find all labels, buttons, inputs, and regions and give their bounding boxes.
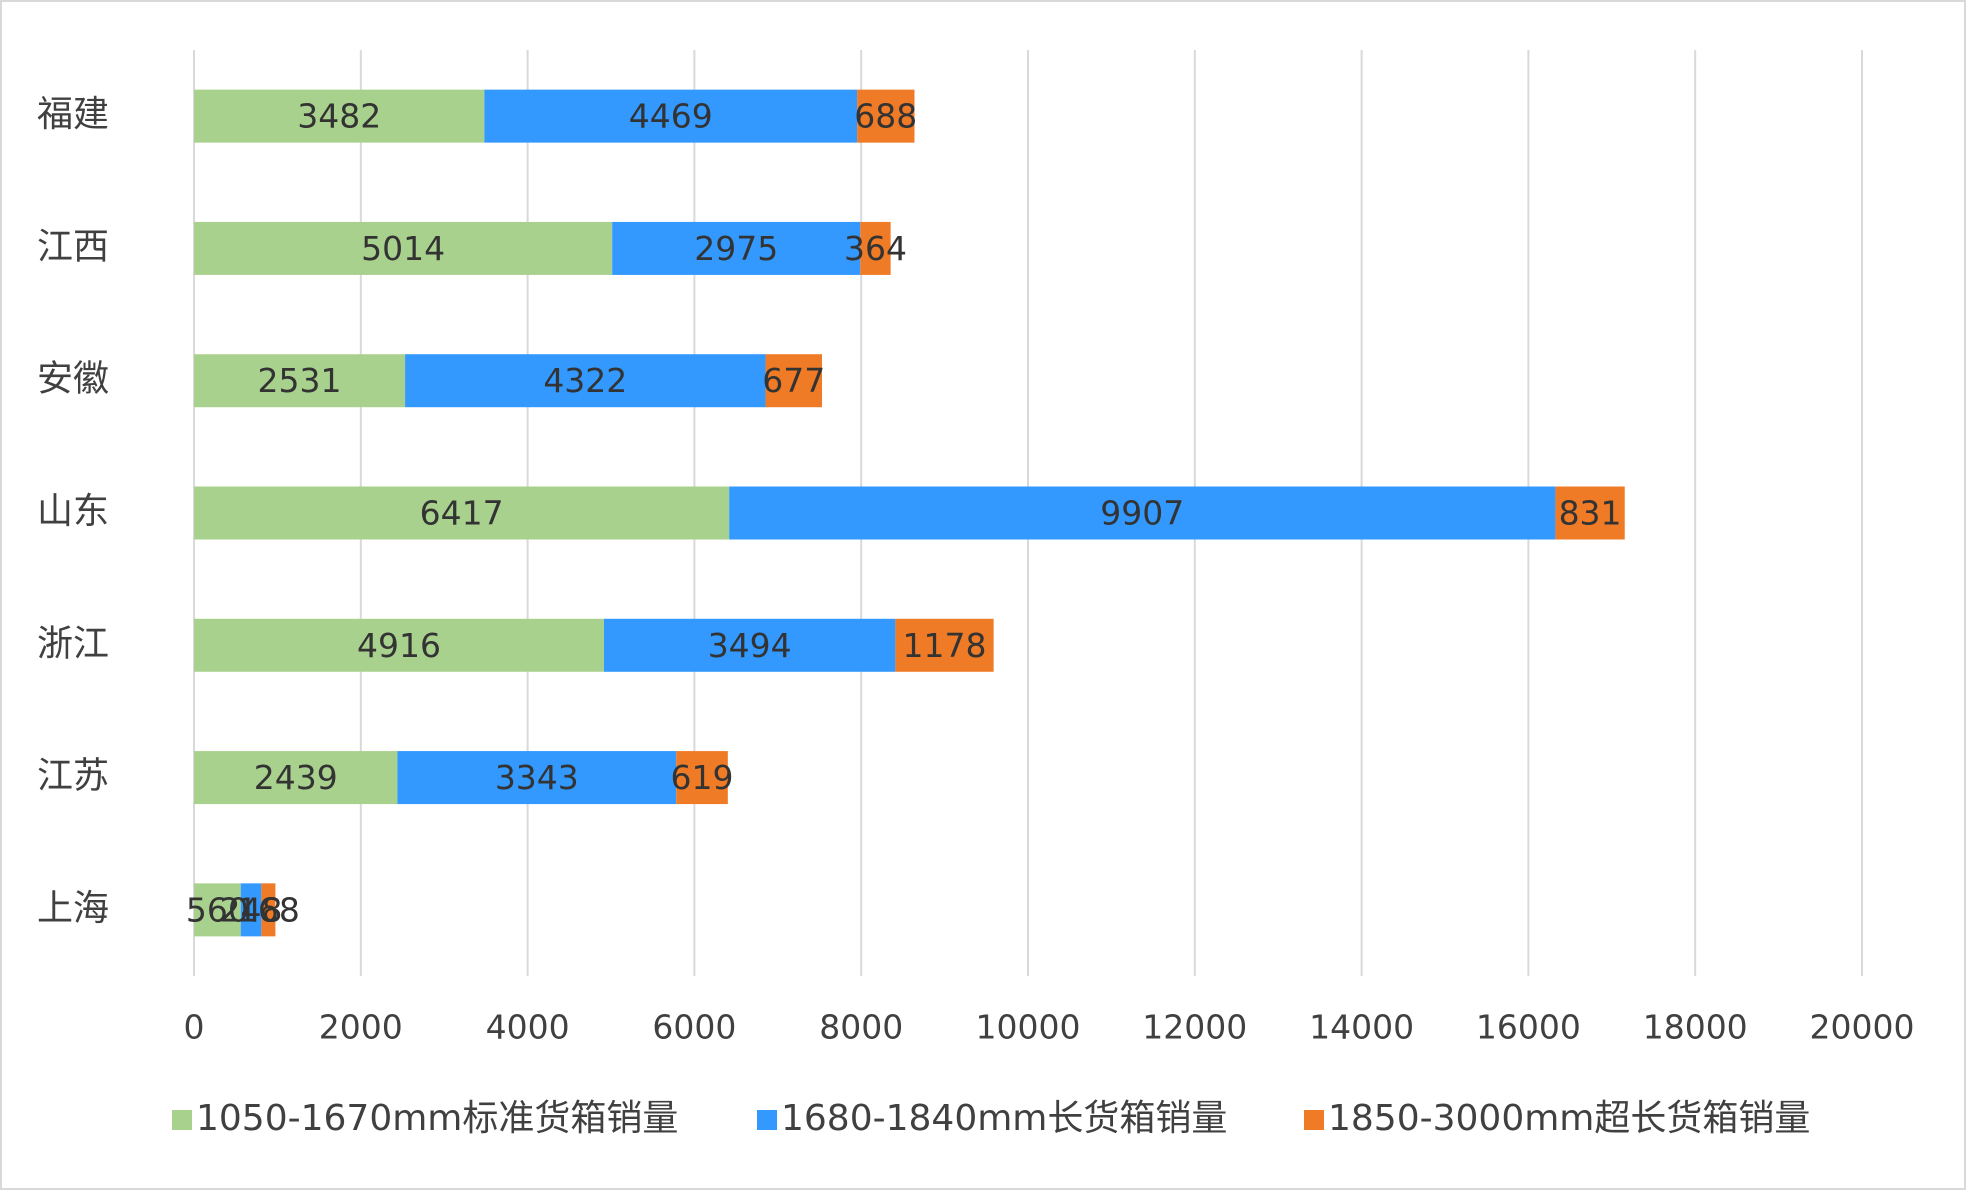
x-tick-label: 18000 [1643, 1008, 1748, 1047]
bar-segment [194, 751, 398, 805]
bar-segment [603, 618, 896, 672]
data-label: 688 [854, 97, 917, 136]
x-tick-label: 10000 [976, 1008, 1081, 1047]
data-label: 4469 [629, 97, 713, 136]
data-label: 248 [220, 890, 283, 929]
legend-label: 1680-1840mm长货箱销量 [781, 1098, 1227, 1139]
y-tick-label: 福建 [37, 94, 109, 135]
bar-segment [729, 486, 1556, 540]
bar-segment [895, 618, 994, 672]
data-label: 168 [237, 890, 300, 929]
bar-segment [612, 221, 861, 275]
data-label: 9907 [1100, 494, 1184, 533]
x-tick-label: 0 [184, 1008, 205, 1047]
bar-segment [405, 354, 766, 408]
legend-label: 1850-3000mm超长货箱销量 [1328, 1098, 1810, 1139]
data-label: 619 [671, 758, 734, 797]
data-label: 3494 [708, 626, 792, 665]
bar-segment [857, 89, 915, 143]
bar-segment [1555, 486, 1625, 540]
y-tick-label: 山东 [37, 491, 109, 532]
data-label: 4322 [543, 361, 627, 400]
data-label: 3343 [495, 758, 579, 797]
x-tick-label: 2000 [319, 1008, 403, 1047]
bar-segment [194, 883, 241, 937]
y-tick-label: 浙江 [37, 623, 109, 664]
bar-segment [194, 89, 485, 143]
data-label: 677 [762, 361, 825, 400]
x-tick-label: 4000 [486, 1008, 570, 1047]
bar-segment [397, 751, 677, 805]
bar-segment [484, 89, 858, 143]
data-label: 6417 [420, 494, 504, 533]
data-label: 364 [844, 229, 907, 268]
bar-segment [194, 618, 604, 672]
bar-segment [676, 751, 728, 805]
bar-segment [194, 354, 406, 408]
data-label: 2439 [254, 758, 338, 797]
bar-segment [240, 883, 262, 937]
data-label: 1178 [903, 626, 987, 665]
data-label: 4916 [357, 626, 441, 665]
data-label: 5014 [361, 229, 445, 268]
bar-segment [194, 486, 730, 540]
data-label: 2975 [694, 229, 778, 268]
x-tick-label: 20000 [1810, 1008, 1915, 1047]
bar-segment [261, 883, 276, 937]
data-label: 560 [186, 890, 249, 929]
legend-marker [172, 1110, 192, 1130]
data-label: 2531 [258, 361, 342, 400]
y-tick-label: 江西 [37, 226, 109, 267]
bar-segment [765, 354, 823, 408]
x-tick-label: 6000 [652, 1008, 736, 1047]
bar-segment [860, 221, 891, 275]
x-tick-label: 8000 [819, 1008, 903, 1047]
y-tick-label: 安徽 [37, 359, 109, 400]
legend-marker [1304, 1110, 1324, 1130]
legend-marker [757, 1110, 777, 1130]
x-tick-label: 12000 [1142, 1008, 1247, 1047]
y-tick-label: 上海 [37, 888, 109, 929]
x-tick-label: 14000 [1309, 1008, 1414, 1047]
data-label: 831 [1559, 494, 1622, 533]
y-tick-label: 江苏 [37, 756, 109, 797]
legend-label: 1050-1670mm标准货箱销量 [196, 1098, 678, 1139]
bar-segment [194, 221, 613, 275]
x-tick-label: 16000 [1476, 1008, 1581, 1047]
data-label: 3482 [297, 97, 381, 136]
